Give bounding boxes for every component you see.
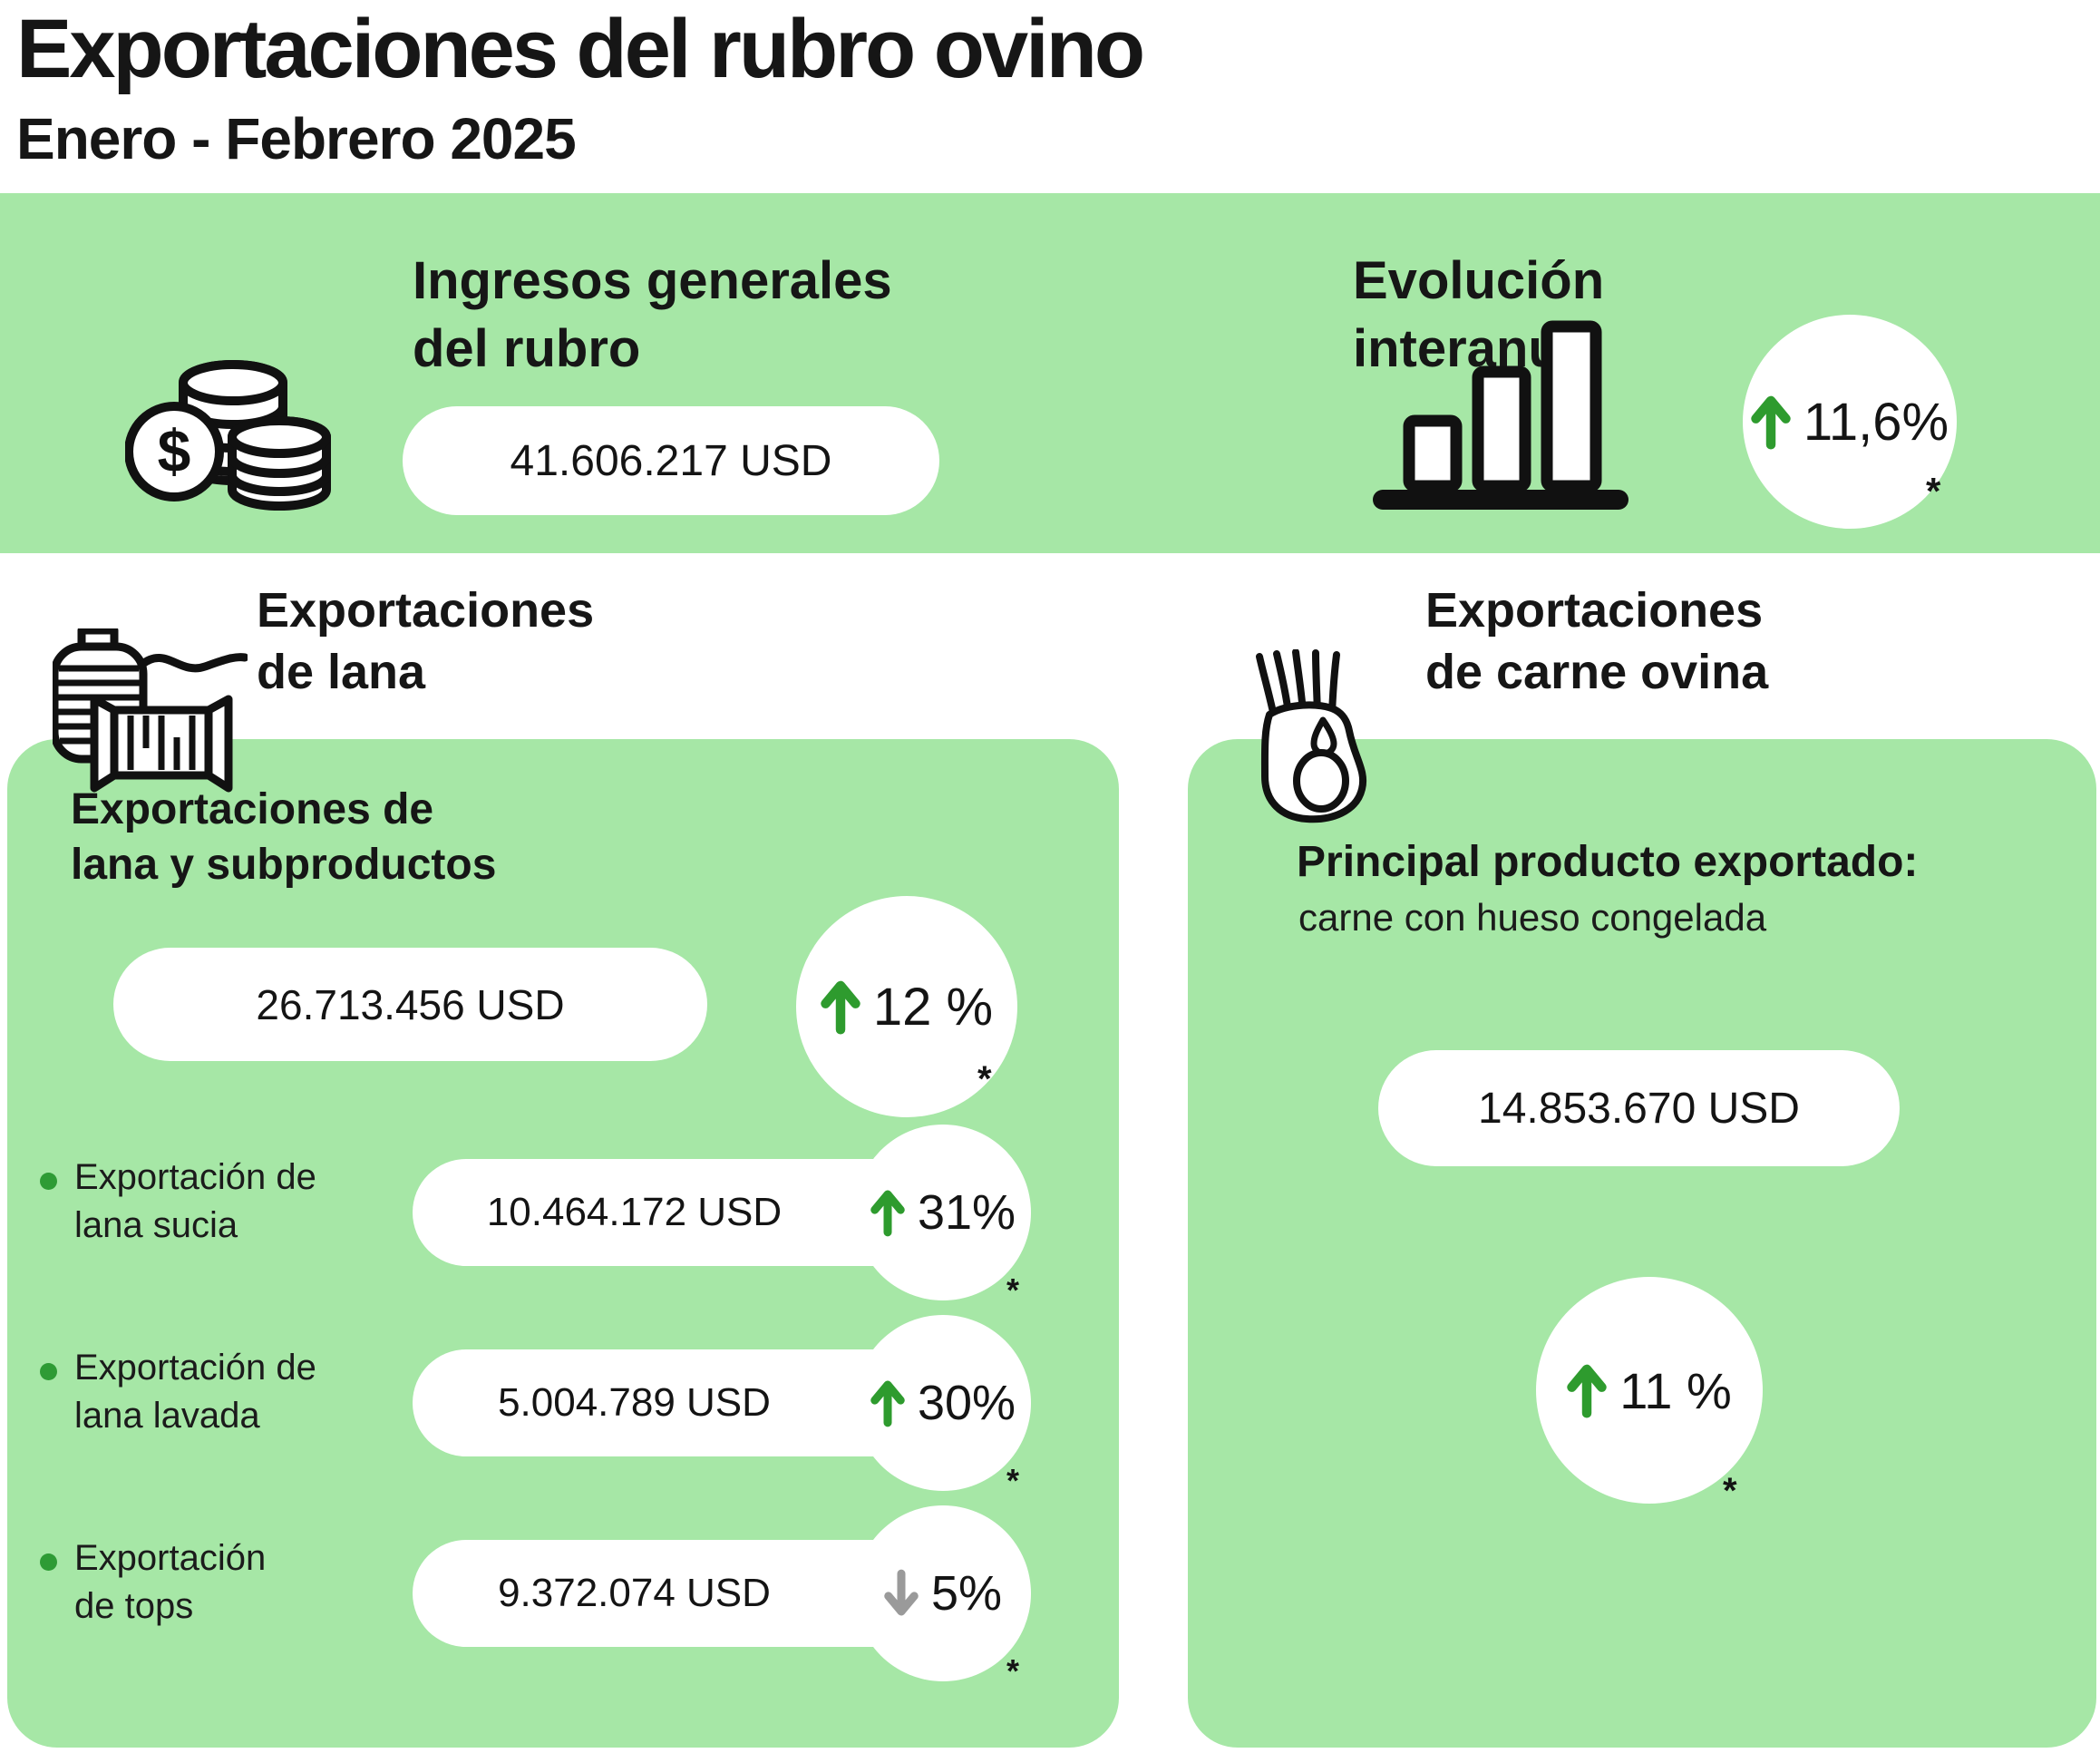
bullet-dot-icon: [40, 1553, 57, 1571]
wool-item-footnote: *: [1006, 1652, 1020, 1690]
income-heading: Ingresos generales del rubro: [413, 251, 892, 379]
meat-panel-subheading: carne con hueso congelada: [1298, 896, 1767, 939]
evolution-footnote: *: [1926, 470, 1941, 512]
wool-total-footnote: *: [977, 1059, 992, 1099]
meat-value-pill: 14.853.670 USD: [1378, 1050, 1900, 1166]
wool-panel-heading: Exportaciones de lana y subproductos: [71, 785, 497, 890]
summary-banner: [0, 193, 2100, 553]
meat-section-header: Exportaciones de carne ovina: [1425, 583, 1769, 699]
wool-item-footnote: *: [1006, 1271, 1020, 1309]
wool-item-change-circle: 31%: [855, 1125, 1031, 1300]
evolution-change-value: 11,6%: [1803, 392, 1949, 452]
up-arrow-icon: [1751, 395, 1791, 450]
wool-item-footnote: *: [1006, 1462, 1020, 1499]
coins-icon: $: [125, 360, 331, 511]
meat-footnote: *: [1723, 1471, 1737, 1511]
up-arrow-icon: [870, 1380, 905, 1427]
wool-total-pill: 26.713.456 USD: [113, 948, 707, 1061]
up-arrow-icon: [1567, 1364, 1607, 1418]
meat-panel: [1188, 739, 2096, 1748]
wool-section-header: Exportaciones de lana: [257, 583, 595, 699]
wool-total-change-circle: 12 %: [796, 896, 1017, 1117]
meat-panel-heading: Principal producto exportado:: [1297, 838, 1919, 886]
wool-item-change-circle: 5%: [855, 1505, 1031, 1681]
wool-total-change: 12 %: [872, 977, 994, 1037]
up-arrow-icon: [870, 1190, 905, 1237]
page-subtitle: Enero - Febrero 2025: [16, 106, 577, 171]
wool-item-label: Exportación de lana lavada: [74, 1348, 316, 1436]
page-title: Exportaciones del rubro ovino: [16, 3, 1145, 95]
meat-change: 11 %: [1619, 1361, 1732, 1419]
evolution-change-circle: 11,6%: [1743, 315, 1957, 529]
svg-text:$: $: [158, 417, 191, 484]
yarn-spool-icon: [53, 628, 248, 793]
down-arrow-icon: [884, 1569, 919, 1616]
wool-item-change-circle: 30%: [855, 1315, 1031, 1491]
bullet-dot-icon: [40, 1363, 57, 1380]
wool-item-label: Exportación de lana sucia: [74, 1157, 316, 1245]
meat-value: 14.853.670 USD: [1478, 1084, 1800, 1133]
wool-total-value: 26.713.456 USD: [256, 980, 565, 1028]
up-arrow-icon: [821, 980, 860, 1035]
bar-chart-icon: [1373, 320, 1628, 510]
bullet-dot-icon: [40, 1173, 57, 1190]
meat-change-circle: 11 %: [1536, 1277, 1763, 1504]
sheep-meat-icon: [1256, 649, 1367, 823]
wool-item-label: Exportación de tops: [74, 1538, 267, 1626]
income-value-pill: 41.606.217 USD: [403, 406, 939, 515]
income-value: 41.606.217 USD: [510, 436, 832, 485]
